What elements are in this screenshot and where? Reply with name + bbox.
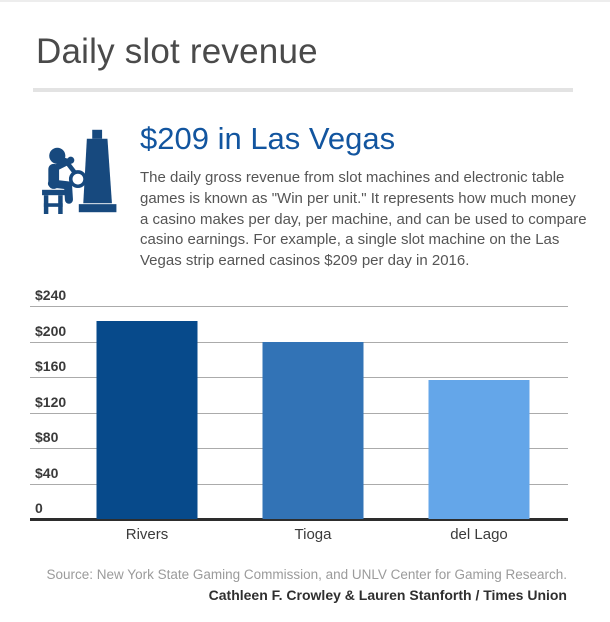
title-divider <box>33 88 573 92</box>
page-title: Daily slot revenue <box>36 32 318 71</box>
bar-band <box>64 306 230 519</box>
source-block: Source: New York State Gaming Commission… <box>47 566 567 604</box>
y-axis-label: $40 <box>35 464 59 481</box>
headline: $209 in Las Vegas <box>140 121 396 156</box>
bar-tioga <box>262 342 364 519</box>
y-axis-label: 0 <box>35 500 43 516</box>
x-axis-label: Rivers <box>125 526 169 543</box>
y-axis-label: $160 <box>35 358 67 374</box>
y-axis-label: $120 <box>35 393 67 410</box>
byline: Cathleen F. Crowley & Lauren Stanforth /… <box>208 587 567 603</box>
slot-machine-player-icon <box>36 128 118 214</box>
bar-chart: $240 $200 $160 $120 $80 $40 0 Rivers Tioga del L… <box>30 287 568 543</box>
y-axis-label: $200 <box>35 322 67 339</box>
gridline <box>30 306 568 307</box>
bar-band <box>230 306 396 519</box>
x-axis-labels: Rivers Tioga del Lago <box>64 526 562 543</box>
x-axis-label: del Lago <box>450 526 508 543</box>
x-axis-label: Tioga <box>294 526 332 543</box>
slot-machine-icon-svg <box>42 129 117 214</box>
bars-container <box>64 306 562 519</box>
y-axis-label: $80 <box>35 429 59 445</box>
gridline <box>30 341 568 343</box>
bar-del-lago <box>428 379 530 519</box>
bar-band <box>396 306 562 519</box>
x-axis-line <box>30 518 568 521</box>
bar-rivers <box>96 321 198 519</box>
y-axis-label: $240 <box>35 287 67 303</box>
source-text: Source: New York State Gaming Commission… <box>46 567 567 582</box>
description: The daily gross revenue from slot machin… <box>140 169 587 270</box>
